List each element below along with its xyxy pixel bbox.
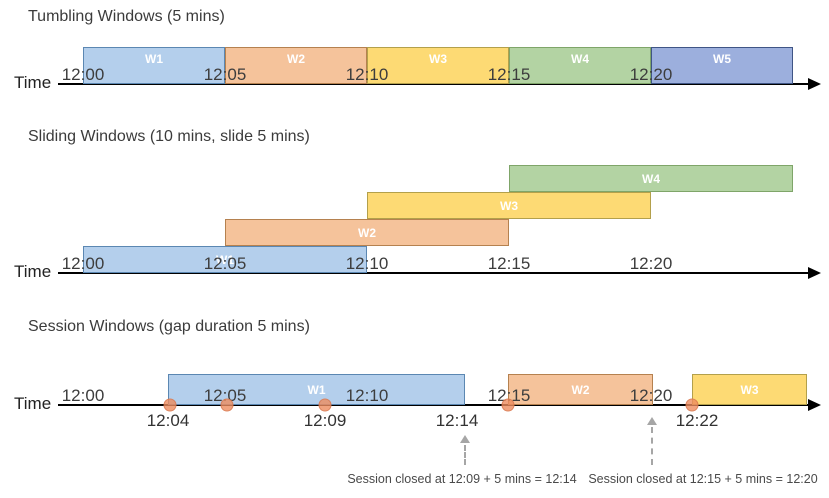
tick-12-15: 12:15 (487, 254, 531, 273)
tick-12-10: 12:10 (345, 65, 389, 84)
axis-arrowhead-icon (808, 267, 821, 279)
section-title-sliding: Sliding Windows (10 mins, slide 5 mins) (28, 128, 310, 145)
window-w4: W4 (509, 47, 651, 84)
window-label: W4 (571, 52, 589, 66)
tick-12-20: 12:20 (629, 254, 673, 273)
event-dot (685, 398, 699, 412)
window-label: W3 (740, 382, 759, 397)
window-label: W2 (571, 382, 590, 397)
window-label: W4 (642, 171, 660, 186)
window-w1: W1 (83, 47, 225, 84)
time-axis-label: Time (14, 394, 52, 413)
window-w3: W3 (367, 192, 651, 219)
tick-12-00: 12:00 (61, 65, 105, 84)
event-dot (318, 398, 332, 412)
window-label: W5 (713, 52, 731, 66)
window-w1: W1 (168, 374, 465, 405)
tick-12-20: 12:20 (629, 386, 673, 405)
window-label: W1 (307, 382, 326, 397)
section-title-session: Session Windows (gap duration 5 mins) (28, 318, 310, 335)
time-axis (58, 404, 810, 406)
window-w3: W3 (367, 47, 509, 84)
event-label-12-14: 12:14 (435, 411, 479, 430)
session-close-arrow-line (464, 445, 466, 465)
window-w2: W2 (508, 374, 653, 405)
event-label-12-09: 12:09 (303, 411, 347, 430)
tick-12-10: 12:10 (345, 386, 389, 405)
window-w2: W2 (225, 219, 509, 246)
axis-arrowhead-icon (808, 399, 821, 411)
window-w3: W3 (692, 374, 807, 405)
window-label: W1 (216, 252, 234, 267)
event-label-12-22: 12:22 (675, 411, 719, 430)
event-dot (163, 398, 177, 412)
tick-12-00: 12:00 (61, 386, 105, 405)
event-dot (501, 398, 515, 412)
tick-12-05: 12:05 (203, 254, 247, 273)
tick-12-10: 12:10 (345, 254, 389, 273)
tick-12-15: 12:15 (487, 65, 531, 84)
tick-12-15: 12:15 (487, 386, 531, 405)
window-label: W2 (287, 52, 305, 66)
axis-arrowhead-icon (808, 78, 821, 90)
section-title-tumbling: Tumbling Windows (5 mins) (28, 8, 225, 25)
window-w1: W1 (83, 246, 367, 273)
window-label: W3 (429, 52, 447, 66)
tick-12-05: 12:05 (203, 65, 247, 84)
time-axis (58, 272, 810, 274)
window-label: W2 (358, 225, 376, 240)
session-close-arrow-line (651, 427, 653, 465)
time-axis-label: Time (14, 262, 52, 281)
tick-12-05: 12:05 (203, 386, 247, 405)
time-axis-label: Time (14, 73, 52, 92)
tick-12-20: 12:20 (629, 65, 673, 84)
window-w2: W2 (225, 47, 367, 84)
session-close-annotation-1: Session closed at 12:09 + 5 mins = 12:14 (347, 472, 577, 486)
session-close-annotation-2: Session closed at 12:15 + 5 mins = 12:20 (588, 472, 818, 486)
window-w5: W5 (651, 47, 793, 84)
window-w4: W4 (509, 165, 793, 192)
tick-12-00: 12:00 (61, 254, 105, 273)
window-label: W1 (145, 52, 163, 66)
session-close-arrow-icon (647, 417, 657, 425)
time-axis (58, 83, 810, 85)
window-label: W3 (500, 198, 518, 213)
event-label-12-04: 12:04 (146, 411, 190, 430)
session-close-arrow-icon (460, 435, 470, 443)
event-dot (220, 398, 234, 412)
